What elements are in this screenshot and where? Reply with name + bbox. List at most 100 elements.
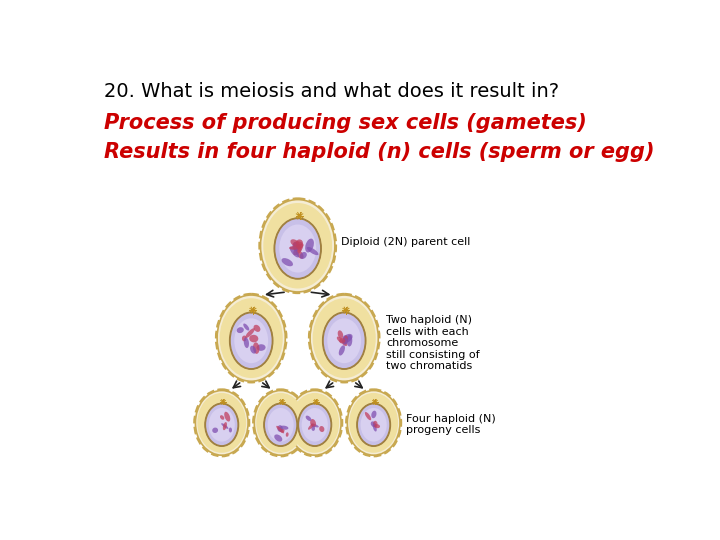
Ellipse shape	[293, 242, 299, 251]
Circle shape	[374, 401, 376, 403]
Ellipse shape	[374, 424, 380, 428]
Ellipse shape	[338, 330, 343, 339]
Ellipse shape	[290, 239, 300, 247]
Ellipse shape	[356, 403, 391, 447]
Ellipse shape	[254, 390, 307, 455]
Ellipse shape	[296, 239, 303, 246]
Ellipse shape	[319, 426, 325, 432]
Text: Two haploid (N)
cells with each
chromosome
still consisting of
two chromatids: Two haploid (N) cells with each chromoso…	[386, 315, 480, 372]
Ellipse shape	[297, 244, 302, 251]
Ellipse shape	[274, 217, 322, 280]
Ellipse shape	[372, 410, 377, 418]
Ellipse shape	[347, 335, 352, 347]
Ellipse shape	[246, 328, 255, 338]
Ellipse shape	[293, 241, 304, 248]
Ellipse shape	[311, 423, 319, 427]
Ellipse shape	[237, 327, 244, 333]
Text: 20. What is meiosis and what does it result in?: 20. What is meiosis and what does it res…	[104, 82, 559, 101]
Ellipse shape	[197, 393, 246, 453]
Ellipse shape	[263, 403, 298, 447]
Ellipse shape	[342, 342, 347, 346]
Ellipse shape	[280, 429, 284, 433]
Text: Results in four haploid (n) cells (sperm or egg): Results in four haploid (n) cells (sperm…	[104, 142, 654, 162]
Ellipse shape	[217, 295, 285, 381]
Ellipse shape	[310, 295, 378, 381]
Circle shape	[252, 309, 254, 311]
Ellipse shape	[234, 318, 268, 363]
Ellipse shape	[256, 344, 266, 351]
Text: Process of producing sex cells (gametes): Process of producing sex cells (gametes)	[104, 112, 587, 132]
Ellipse shape	[249, 335, 258, 342]
Ellipse shape	[223, 422, 227, 430]
Ellipse shape	[292, 242, 299, 251]
Ellipse shape	[204, 403, 239, 447]
Ellipse shape	[274, 219, 321, 279]
Ellipse shape	[229, 312, 274, 370]
Ellipse shape	[261, 200, 335, 292]
Ellipse shape	[307, 247, 318, 255]
Ellipse shape	[264, 404, 297, 446]
Ellipse shape	[286, 433, 289, 437]
Circle shape	[298, 214, 301, 217]
Ellipse shape	[280, 426, 289, 430]
Ellipse shape	[343, 335, 348, 341]
Ellipse shape	[343, 335, 348, 345]
Ellipse shape	[289, 390, 341, 455]
Ellipse shape	[274, 435, 282, 442]
Ellipse shape	[293, 244, 303, 255]
Ellipse shape	[279, 225, 316, 273]
Ellipse shape	[312, 298, 376, 378]
Ellipse shape	[224, 411, 230, 422]
Ellipse shape	[277, 425, 283, 432]
Ellipse shape	[212, 428, 218, 433]
Ellipse shape	[310, 419, 316, 427]
Ellipse shape	[290, 393, 339, 453]
Ellipse shape	[357, 404, 390, 446]
Ellipse shape	[221, 423, 228, 429]
Ellipse shape	[220, 415, 224, 420]
Ellipse shape	[339, 345, 345, 355]
Ellipse shape	[339, 338, 346, 343]
Ellipse shape	[300, 252, 307, 259]
Ellipse shape	[373, 423, 377, 431]
Ellipse shape	[306, 416, 311, 421]
Ellipse shape	[371, 421, 376, 427]
Ellipse shape	[305, 239, 314, 253]
Ellipse shape	[243, 323, 249, 330]
Ellipse shape	[220, 298, 283, 378]
Ellipse shape	[268, 408, 294, 442]
Ellipse shape	[276, 426, 284, 433]
Ellipse shape	[289, 247, 300, 258]
Ellipse shape	[205, 404, 238, 446]
Circle shape	[281, 401, 283, 403]
Ellipse shape	[308, 424, 314, 430]
Circle shape	[315, 401, 317, 403]
Text: Diploid (2N) parent cell: Diploid (2N) parent cell	[341, 237, 470, 247]
Ellipse shape	[365, 412, 372, 420]
Circle shape	[345, 309, 347, 311]
Ellipse shape	[342, 338, 348, 345]
Ellipse shape	[337, 336, 343, 343]
Ellipse shape	[209, 408, 235, 442]
Text: Four haploid (N)
progeny cells: Four haploid (N) progeny cells	[406, 414, 496, 435]
Ellipse shape	[349, 393, 398, 453]
Ellipse shape	[361, 408, 387, 442]
Ellipse shape	[250, 346, 256, 354]
Ellipse shape	[244, 338, 249, 348]
Ellipse shape	[347, 390, 400, 455]
Ellipse shape	[343, 334, 353, 343]
Ellipse shape	[253, 325, 261, 332]
Ellipse shape	[256, 393, 305, 453]
Ellipse shape	[264, 203, 332, 288]
Ellipse shape	[230, 313, 272, 369]
Ellipse shape	[311, 426, 315, 431]
Ellipse shape	[328, 318, 361, 363]
Ellipse shape	[322, 312, 366, 370]
Circle shape	[222, 401, 224, 403]
Ellipse shape	[253, 342, 259, 354]
Ellipse shape	[289, 246, 302, 250]
Ellipse shape	[229, 428, 232, 433]
Ellipse shape	[296, 249, 304, 259]
Ellipse shape	[373, 421, 377, 427]
Ellipse shape	[195, 390, 248, 455]
